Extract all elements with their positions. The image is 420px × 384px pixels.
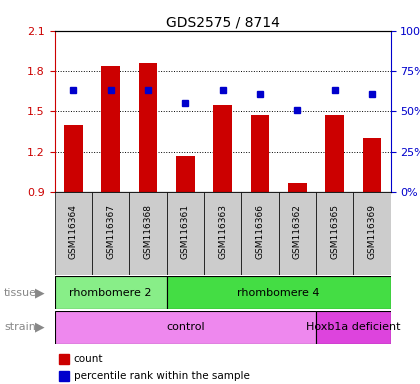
Text: GSM116366: GSM116366 [255,204,265,259]
Text: GSM116362: GSM116362 [293,204,302,259]
Bar [167,192,204,275]
Text: rhombomere 4: rhombomere 4 [237,288,320,298]
Bar [316,192,353,275]
Bar [129,192,167,275]
Text: ▶: ▶ [35,321,45,334]
Text: GSM116368: GSM116368 [144,204,152,259]
Bar [92,192,129,275]
Text: Hoxb1a deficient: Hoxb1a deficient [306,322,401,333]
Text: GSM116369: GSM116369 [368,204,376,259]
Text: rhombomere 2: rhombomere 2 [69,288,152,298]
Bar [101,66,120,192]
Title: GDS2575 / 8714: GDS2575 / 8714 [165,16,280,30]
Bar [204,192,241,275]
Bar [64,125,83,192]
Text: ▶: ▶ [35,286,45,299]
Text: GSM116365: GSM116365 [330,204,339,259]
Text: percentile rank within the sample: percentile rank within the sample [74,371,249,381]
Bar [213,104,232,192]
Text: count: count [74,354,103,364]
Bar [353,192,391,275]
Text: GSM116363: GSM116363 [218,204,227,259]
Text: tissue: tissue [4,288,37,298]
Bar [316,311,391,344]
Bar [325,116,344,192]
Bar [362,138,381,192]
Bar [278,192,316,275]
Bar [55,311,316,344]
Text: control: control [166,322,205,333]
Bar [139,63,157,192]
Bar [55,192,92,275]
Text: strain: strain [4,322,36,333]
Text: GSM116367: GSM116367 [106,204,115,259]
Bar [251,116,269,192]
Bar [167,276,391,309]
Text: GSM116364: GSM116364 [69,204,78,259]
Bar [288,183,307,192]
Bar [55,276,167,309]
Bar [176,156,194,192]
Bar [241,192,278,275]
Text: GSM116361: GSM116361 [181,204,190,259]
